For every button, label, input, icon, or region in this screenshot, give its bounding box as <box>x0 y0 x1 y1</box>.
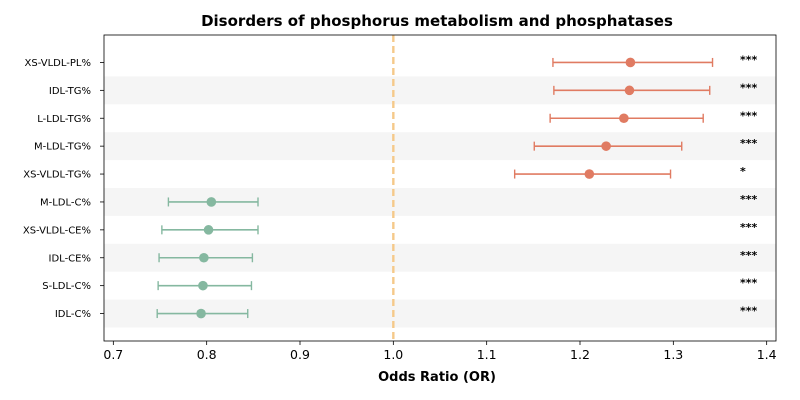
y-tick-label: IDL-C% <box>55 309 91 320</box>
y-tick-label: IDL-CE% <box>49 253 91 264</box>
or-point <box>619 113 629 124</box>
y-tick-label: L-LDL-TG% <box>37 114 91 125</box>
significance-label: *** <box>740 277 758 290</box>
forest-row <box>552 57 714 68</box>
data-rows <box>156 57 714 319</box>
x-tick-label: 1.2 <box>570 347 590 362</box>
forest-row <box>513 169 672 179</box>
plot-frame <box>103 34 777 342</box>
y-tick-label: XS-VLDL-PL% <box>25 58 91 69</box>
forest-row <box>157 280 253 291</box>
or-point <box>206 197 217 207</box>
x-axis-ticks: 0.7 0.8 0.9 1.0 1.1 1.2 1.3 1.4 <box>103 341 777 362</box>
y-tick-label: IDL-TG% <box>49 86 91 97</box>
x-axis-label: Odds Ratio (OR) <box>378 370 496 385</box>
or-point <box>624 85 635 96</box>
x-tick-label: 1.4 <box>757 347 777 362</box>
y-tick-label: M-LDL-TG% <box>34 142 91 153</box>
forest-row <box>167 197 259 207</box>
or-point <box>196 308 206 319</box>
or-point <box>199 252 209 263</box>
x-tick-label: 1.0 <box>383 347 403 362</box>
y-tick-label: S-LDL-C% <box>42 281 91 292</box>
forest-row <box>553 85 711 96</box>
x-tick-label: 0.7 <box>103 347 123 362</box>
chart-title: Disorders of phosphorus metabolism and p… <box>201 12 673 30</box>
y-tick-label: M-LDL-C% <box>40 197 91 208</box>
or-point <box>601 141 611 151</box>
x-tick-label: 1.1 <box>477 347 497 362</box>
significance-label: * <box>740 165 746 178</box>
significance-label: *** <box>740 249 758 262</box>
x-tick-label: 0.8 <box>197 347 217 362</box>
significance-label: *** <box>740 53 758 66</box>
significance-label: *** <box>740 193 758 206</box>
y-tick-label: XS-VLDL-CE% <box>23 225 91 236</box>
forest-row <box>161 225 259 235</box>
significance-label: *** <box>740 221 758 234</box>
y-tick-label: XS-VLDL-TG% <box>23 170 91 181</box>
forest-row <box>549 113 704 124</box>
significance-label: *** <box>740 81 758 94</box>
or-point <box>203 225 214 235</box>
forest-row <box>158 252 254 263</box>
significance-label: *** <box>740 137 758 150</box>
x-tick-label: 1.3 <box>663 347 683 362</box>
forest-row <box>533 141 683 151</box>
or-point <box>625 57 636 68</box>
x-tick-label: 0.9 <box>290 347 310 362</box>
significance-label: *** <box>740 109 758 122</box>
or-point <box>584 169 595 179</box>
significance-label: *** <box>740 305 758 318</box>
forest-row <box>156 308 249 319</box>
or-point <box>198 280 208 291</box>
